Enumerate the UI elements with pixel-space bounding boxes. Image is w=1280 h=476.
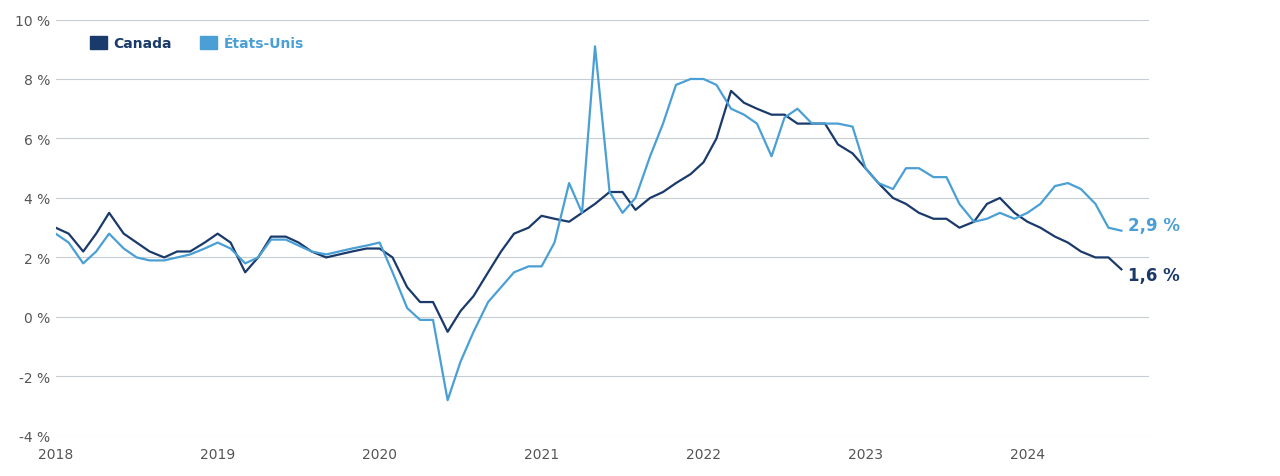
Legend: Canada, États-Unis: Canada, États-Unis <box>84 31 310 57</box>
Text: 2,9 %: 2,9 % <box>1128 217 1180 235</box>
Text: 1,6 %: 1,6 % <box>1128 266 1180 284</box>
